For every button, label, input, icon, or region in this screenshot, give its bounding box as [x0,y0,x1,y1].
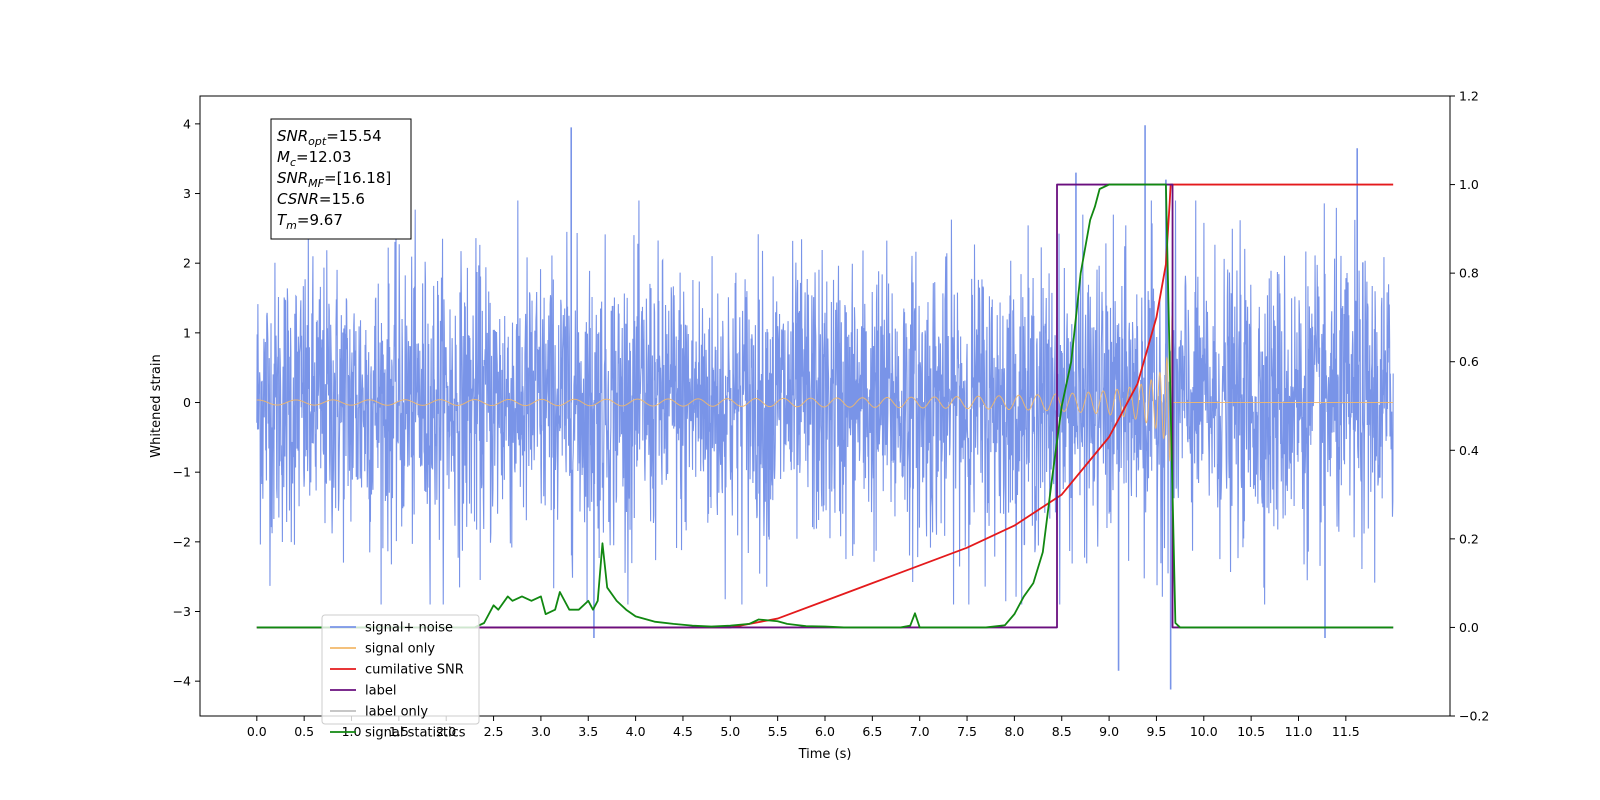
y2-tick-label: 0.2 [1459,531,1479,546]
x-tick-label: 0.0 [247,724,267,739]
annotation-line: SNRopt=15.54 [277,127,382,148]
x-tick-label: 2.5 [484,724,504,739]
y2-tick-label: 0.0 [1459,620,1479,635]
legend-label: signal statistics [365,726,466,741]
x-tick-label: 8.0 [1004,724,1024,739]
y-tick-label: 1 [183,325,191,340]
legend-label: label [365,684,396,699]
legend-label: signal only [365,642,435,657]
x-tick-label: 5.5 [768,724,788,739]
x-tick-label: 7.0 [910,724,930,739]
legend-label: signal+ noise [365,621,453,636]
legend: signal+ noise signal only cumilative SNR la… [321,614,480,741]
x-axis-label: Time (s) [798,747,852,762]
x-tick-label: 9.0 [1099,724,1119,739]
annotation-box [270,118,412,240]
x-tick-label: 6.0 [815,724,835,739]
y2-tick-label: 0.8 [1459,266,1479,281]
x-tick-label: 0.5 [294,724,314,739]
axis-ticks: 0.0 0.5 1.0 1.5 2.0 2.5 3.0 3.5 4.0 4.5 5.0 5.5 6.0 6… [173,89,1490,740]
x-tick-label: 11.5 [1332,724,1360,739]
x-tick-label: 8.5 [1052,724,1072,739]
series-signal-noise [256,200,1394,605]
annotation-line: Tm=9.67 [277,211,343,232]
y-tick-label: 4 [183,116,191,131]
x-tick-label: 2.0 [436,724,456,739]
x-tick-label: 9.5 [1146,724,1166,739]
y-tick-label: −3 [173,604,191,619]
y-tick-label: 0 [183,395,191,410]
x-tick-label: 4.0 [626,724,646,739]
y-tick-label: −2 [173,534,191,549]
x-tick-label: 10.5 [1237,724,1265,739]
annotation-line: Mc=12.03 [277,148,352,169]
legend-box [321,614,480,725]
y2-tick-label: 1.0 [1459,177,1479,192]
y2-tick-label: 0.6 [1459,354,1479,369]
x-tick-label: 6.5 [862,724,882,739]
y-tick-label: 3 [183,186,191,201]
annotation-line: CSNR=15.6 [277,190,365,208]
x-tick-label: 4.5 [673,724,693,739]
x-tick-label: 5.0 [720,724,740,739]
y2-tick-label: 0.4 [1459,443,1479,458]
y-tick-label: −1 [173,465,191,480]
legend-label: cumilative SNR [365,663,464,678]
legend-label: label only [365,705,428,720]
stats-annotation: SNRopt=15.54Mc=12.03SNRMF=[16.18]CSNR=15… [270,118,412,240]
annotation-line: SNRMF=[16.18] [277,169,391,190]
y-tick-label: −4 [173,674,191,689]
y-tick-label: 2 [183,256,191,271]
x-tick-label: 1.5 [389,724,409,739]
series-signal-statistics [256,183,1394,629]
x-tick-label: 3.0 [531,724,551,739]
x-tick-label: 7.5 [957,724,977,739]
x-tick-label: 11.0 [1285,724,1313,739]
y-axis-label: Whitened strain [149,354,164,457]
x-tick-label: 3.5 [578,724,598,739]
series-signal-only [256,315,1394,462]
y2-tick-label: 1.2 [1459,89,1479,104]
y2-tick-label: −0.2 [1459,709,1489,724]
plot-area [256,125,1394,690]
x-tick-label: 10.0 [1190,724,1218,739]
